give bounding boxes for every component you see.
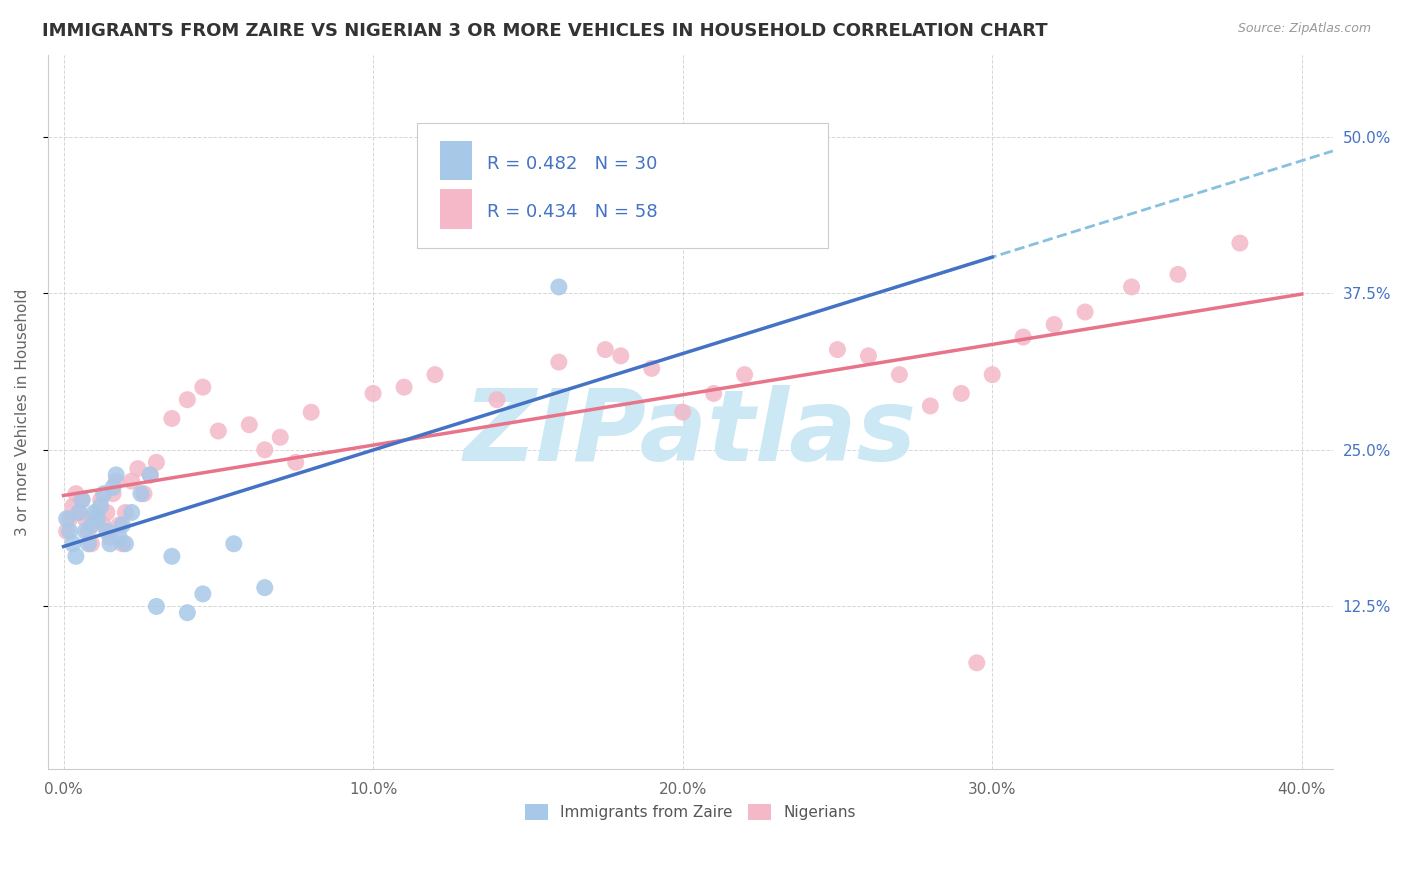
Point <box>176 392 198 407</box>
Point <box>299 405 322 419</box>
Point <box>65 549 87 564</box>
Point <box>827 343 849 357</box>
Point <box>108 518 131 533</box>
Point <box>139 467 162 482</box>
Point <box>253 581 276 595</box>
Point <box>62 499 84 513</box>
Point <box>55 524 77 539</box>
Point <box>121 474 143 488</box>
Point <box>145 455 167 469</box>
Text: R = 0.434   N = 58: R = 0.434 N = 58 <box>488 203 658 221</box>
Point <box>981 368 1004 382</box>
Point <box>105 474 128 488</box>
Point <box>1074 305 1097 319</box>
Point <box>114 506 136 520</box>
Point <box>858 349 880 363</box>
Point <box>160 549 183 564</box>
Point <box>111 537 134 551</box>
Point <box>65 486 87 500</box>
FancyBboxPatch shape <box>440 189 472 228</box>
Point <box>75 512 97 526</box>
Point <box>950 386 973 401</box>
Point <box>238 417 260 432</box>
Point <box>96 506 118 520</box>
Point <box>191 380 214 394</box>
Point <box>160 411 183 425</box>
Point <box>222 537 245 551</box>
Point <box>75 524 97 539</box>
Point <box>132 486 155 500</box>
Point <box>70 492 93 507</box>
Point <box>93 518 115 533</box>
Point <box>641 361 664 376</box>
Point <box>86 506 108 520</box>
Point <box>121 506 143 520</box>
Point <box>90 499 112 513</box>
Legend: Immigrants from Zaire, Nigerians: Immigrants from Zaire, Nigerians <box>519 797 862 826</box>
Point <box>145 599 167 614</box>
Point <box>98 537 121 551</box>
Point <box>55 512 77 526</box>
Point <box>1229 236 1251 251</box>
Point <box>595 343 617 357</box>
Point <box>703 386 725 401</box>
Point <box>361 386 384 401</box>
Point <box>80 537 103 551</box>
Point <box>1012 330 1035 344</box>
Point <box>59 524 82 539</box>
Y-axis label: 3 or more Vehicles in Household: 3 or more Vehicles in Household <box>15 288 30 536</box>
Point <box>86 512 108 526</box>
Point <box>77 524 100 539</box>
Point <box>191 587 214 601</box>
Point <box>547 280 569 294</box>
Point <box>67 506 90 520</box>
Point <box>101 486 124 500</box>
Point <box>966 656 988 670</box>
Point <box>139 467 162 482</box>
Point <box>93 486 115 500</box>
Point <box>920 399 942 413</box>
Point <box>83 506 105 520</box>
Point <box>127 461 149 475</box>
Point <box>90 492 112 507</box>
Point <box>734 368 756 382</box>
Text: R = 0.482   N = 30: R = 0.482 N = 30 <box>488 155 658 173</box>
Point <box>101 480 124 494</box>
Point <box>1167 268 1189 282</box>
Point <box>423 368 446 382</box>
Point <box>284 455 307 469</box>
Point <box>253 442 276 457</box>
Point <box>114 537 136 551</box>
Point <box>485 392 508 407</box>
Point <box>1121 280 1143 294</box>
Point <box>62 537 84 551</box>
Point <box>98 531 121 545</box>
Point <box>129 486 152 500</box>
Point <box>59 512 82 526</box>
Text: Source: ZipAtlas.com: Source: ZipAtlas.com <box>1237 22 1371 36</box>
Point <box>672 405 695 419</box>
Point <box>96 524 118 539</box>
Point <box>67 506 90 520</box>
Point <box>547 355 569 369</box>
Point <box>392 380 415 394</box>
Point <box>108 531 131 545</box>
Point <box>105 467 128 482</box>
Point <box>70 492 93 507</box>
Point <box>83 512 105 526</box>
Point <box>610 349 633 363</box>
Point <box>80 518 103 533</box>
Point <box>889 368 911 382</box>
Point <box>207 424 229 438</box>
Text: ZIPatlas: ZIPatlas <box>464 385 917 483</box>
FancyBboxPatch shape <box>416 123 828 248</box>
Point <box>269 430 291 444</box>
Point <box>1043 318 1066 332</box>
FancyBboxPatch shape <box>440 141 472 180</box>
Point <box>77 537 100 551</box>
Text: IMMIGRANTS FROM ZAIRE VS NIGERIAN 3 OR MORE VEHICLES IN HOUSEHOLD CORRELATION CH: IMMIGRANTS FROM ZAIRE VS NIGERIAN 3 OR M… <box>42 22 1047 40</box>
Point <box>111 518 134 533</box>
Point <box>176 606 198 620</box>
